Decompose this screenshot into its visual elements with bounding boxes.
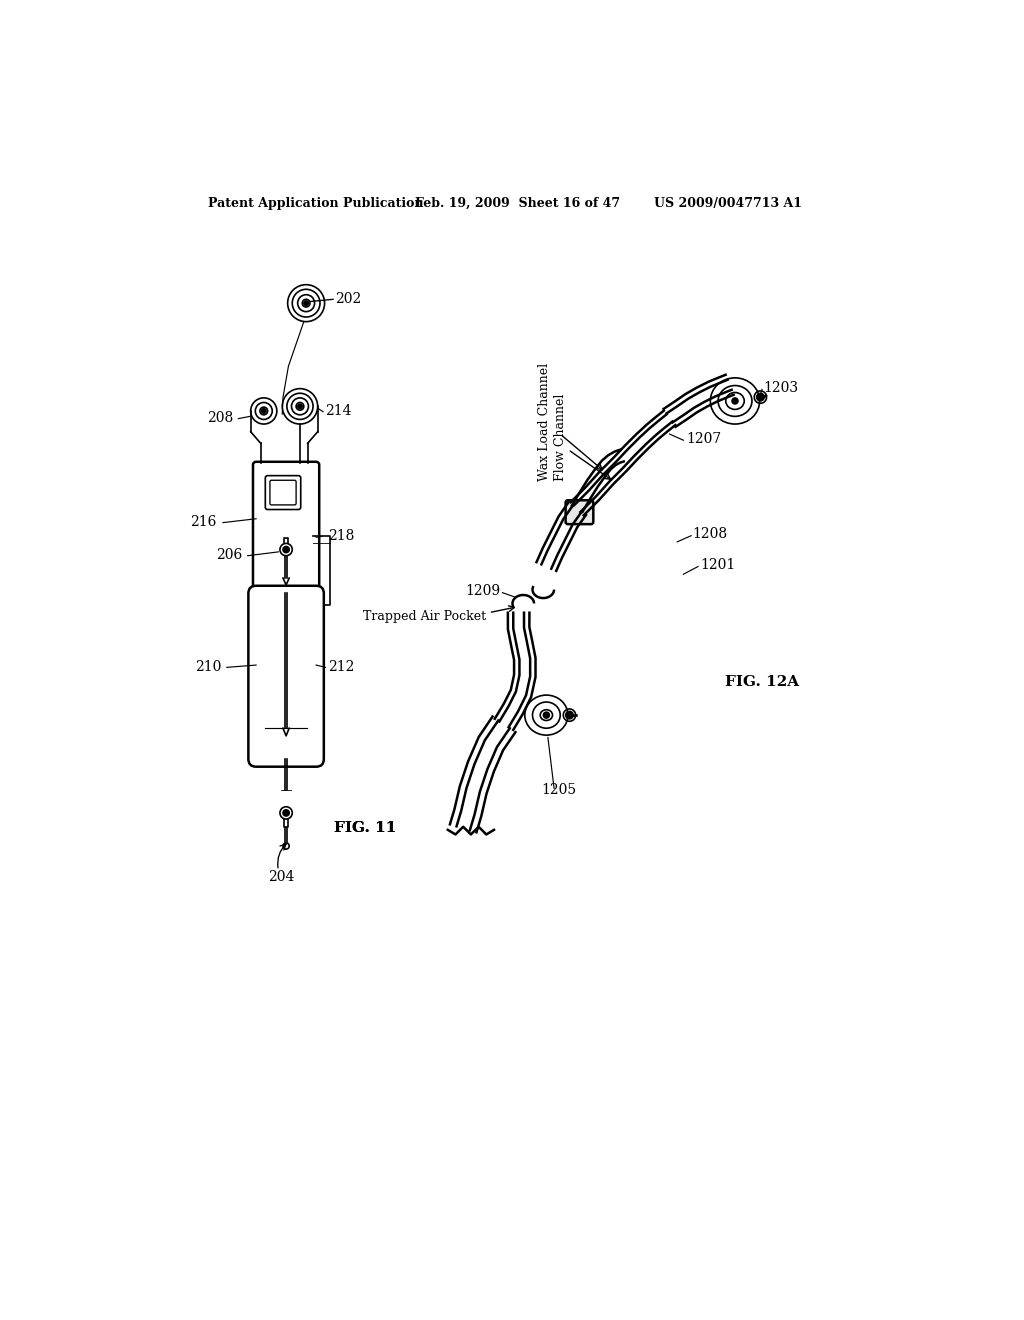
Circle shape (544, 711, 550, 718)
Text: Flow Channel: Flow Channel (554, 393, 566, 480)
FancyBboxPatch shape (249, 586, 324, 767)
Text: 1201: 1201 (700, 558, 735, 572)
Text: 204: 204 (267, 870, 294, 884)
Circle shape (283, 546, 289, 553)
Text: 1203: 1203 (764, 381, 799, 395)
FancyBboxPatch shape (565, 500, 593, 524)
Text: Patent Application Publication: Patent Application Publication (208, 197, 423, 210)
Circle shape (280, 544, 292, 556)
Circle shape (283, 810, 289, 816)
Text: 214: 214 (326, 404, 352, 418)
Text: 202: 202 (336, 292, 361, 306)
Text: US 2009/0047713 A1: US 2009/0047713 A1 (654, 197, 802, 210)
Text: 218: 218 (328, 529, 354, 543)
Circle shape (280, 807, 292, 818)
Circle shape (757, 393, 764, 401)
Text: Wax Load Channel: Wax Load Channel (539, 363, 551, 480)
Text: 212: 212 (328, 660, 354, 673)
Text: 1209: 1209 (465, 585, 500, 598)
Text: 206: 206 (216, 548, 243, 562)
Circle shape (298, 404, 302, 409)
Circle shape (565, 711, 573, 719)
Text: 210: 210 (195, 660, 221, 673)
Text: FIG. 12A: FIG. 12A (725, 675, 799, 689)
Text: FIG. 11: FIG. 11 (334, 821, 396, 836)
Text: Trapped Air Pocket: Trapped Air Pocket (364, 610, 486, 623)
Text: 208: 208 (207, 411, 233, 425)
Text: 1207: 1207 (686, 433, 722, 446)
Text: Feb. 19, 2009  Sheet 16 of 47: Feb. 19, 2009 Sheet 16 of 47 (416, 197, 621, 210)
Circle shape (732, 397, 738, 404)
Text: 216: 216 (190, 515, 217, 529)
Circle shape (261, 409, 266, 413)
Text: 1208: 1208 (692, 527, 728, 541)
Text: 1205: 1205 (541, 783, 577, 797)
Circle shape (283, 843, 289, 849)
Text: FIG. 11: FIG. 11 (334, 821, 396, 836)
Circle shape (304, 301, 308, 305)
